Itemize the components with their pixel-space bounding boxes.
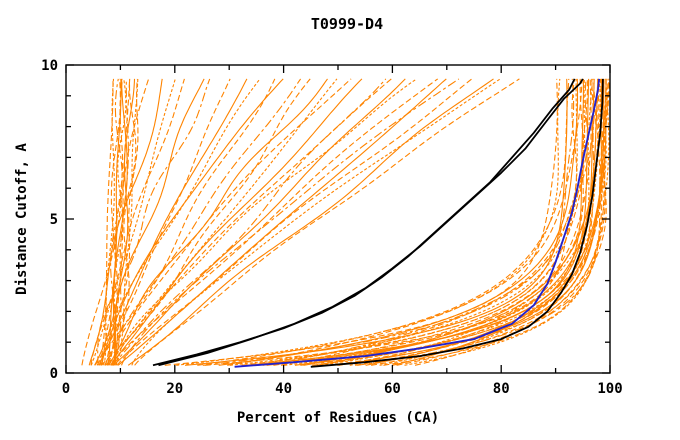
- y-tick-label: 5: [50, 212, 58, 228]
- ensemble-curve: [88, 78, 163, 366]
- x-tick-label: 40: [275, 381, 292, 397]
- curves-layer: [81, 78, 610, 368]
- ensemble-curve: [257, 78, 588, 366]
- x-axis-label: Percent of Residues (CA): [237, 410, 439, 426]
- y-tick-label: 0: [50, 366, 58, 382]
- x-tick-label: 60: [384, 381, 401, 397]
- ensemble-curve: [112, 78, 139, 366]
- ensemble-curve: [227, 78, 583, 366]
- ensemble-curve: [96, 78, 276, 366]
- ensemble-curve: [113, 78, 406, 366]
- ensemble-curve: [117, 78, 447, 366]
- black-model-2-curve: [158, 78, 584, 367]
- blue-model-curve: [234, 78, 601, 368]
- x-tick-label: 80: [493, 381, 510, 397]
- ensemble-curve: [355, 78, 604, 366]
- ensemble-curve: [100, 78, 261, 366]
- ensemble-curve: [197, 78, 570, 366]
- ensemble-curve: [98, 78, 248, 366]
- axis-ticks: [65, 64, 611, 374]
- ensemble-curve: [131, 78, 501, 366]
- ensemble-curve: [98, 78, 114, 366]
- ensemble-curve: [107, 78, 338, 366]
- x-tick-label: 0: [62, 381, 70, 397]
- ensemble-curve: [134, 78, 520, 366]
- ensemble-curve: [101, 78, 284, 366]
- ensemble-curve: [104, 78, 124, 366]
- ensemble-curve: [110, 78, 363, 366]
- ensemble-curve: [90, 78, 176, 366]
- ensemble-curve: [300, 78, 597, 366]
- ensemble-curve: [303, 78, 599, 366]
- ensemble-curve: [111, 78, 387, 366]
- ensemble-curve: [106, 78, 352, 366]
- ensemble-curve: [383, 78, 610, 366]
- ensemble-curve: [266, 78, 590, 366]
- ensemble-curve: [116, 78, 473, 366]
- black-model-best-curve: [310, 78, 604, 368]
- ensemble-curve: [328, 78, 601, 366]
- ensemble-curve: [94, 78, 231, 366]
- ensemble-curve: [294, 78, 595, 366]
- y-axis-label: Distance Cutoff, A: [14, 143, 30, 295]
- ensemble-curve: [371, 78, 607, 366]
- ensemble-curve: [127, 78, 494, 366]
- ensemble-curve: [94, 78, 205, 366]
- x-tick-label: 100: [597, 381, 622, 397]
- ensemble-curve: [110, 78, 392, 366]
- ensemble-curve: [110, 78, 137, 366]
- ensemble-curve: [404, 78, 610, 366]
- ensemble-curve: [100, 78, 311, 366]
- ensemble-curve: [100, 78, 121, 366]
- x-tick-label: 20: [166, 381, 183, 397]
- chart-title: T0999-D4: [311, 15, 383, 33]
- ensemble-curve: [104, 78, 302, 366]
- ensemble-curve: [110, 78, 439, 366]
- ensemble-curve: [108, 78, 328, 366]
- ensemble-curve: [414, 78, 610, 366]
- ensemble-curve: [120, 78, 460, 366]
- axis-tick-labels: 0 20 40 60 80 100 0 5 10: [41, 58, 623, 397]
- ensemble-curve: [284, 78, 593, 366]
- ensemble-curve: [218, 78, 579, 366]
- ensemble-curve: [90, 78, 185, 366]
- ensemble-curve: [113, 78, 136, 366]
- ensemble-curve: [81, 78, 150, 366]
- ensemble-curve: [184, 78, 568, 366]
- y-tick-label: 10: [41, 58, 58, 74]
- ensemble-curve: [97, 78, 211, 366]
- ensemble-curve: [316, 78, 599, 366]
